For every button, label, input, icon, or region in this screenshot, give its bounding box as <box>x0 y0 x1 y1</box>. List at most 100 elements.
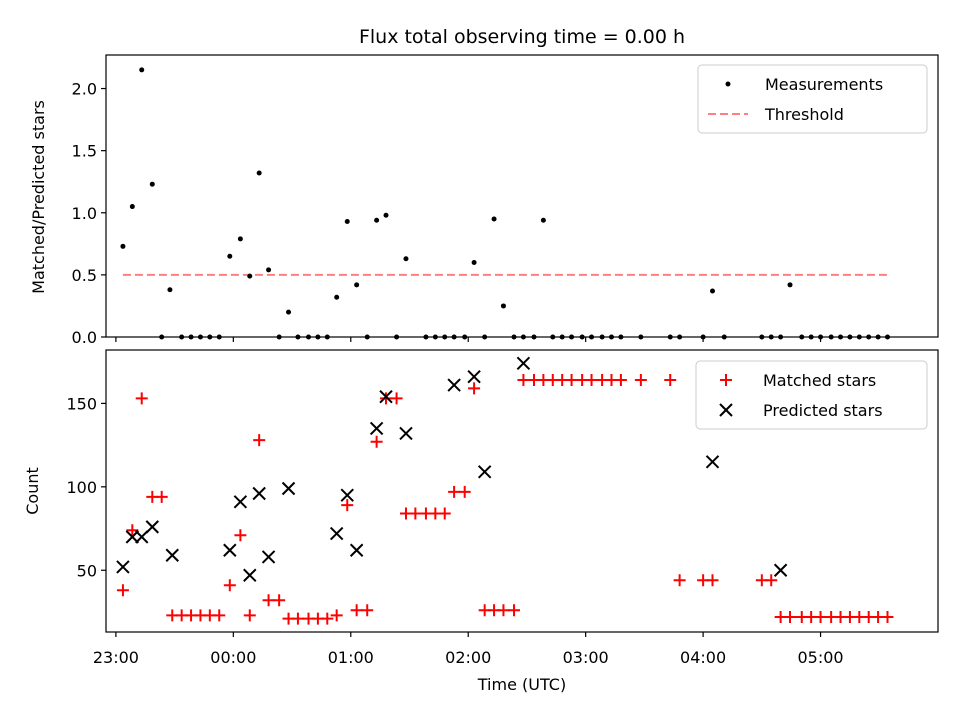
measurements-point <box>256 170 262 176</box>
y-tick-label: 50 <box>77 561 97 580</box>
y-tick-label: 0.0 <box>72 328 97 347</box>
matched-stars-point <box>438 507 451 520</box>
matched-stars-point <box>126 524 139 537</box>
legend-matched-label: Matched stars <box>763 371 876 390</box>
x-tick-label: 00:00 <box>210 648 256 667</box>
bottom-panel-frame <box>105 349 939 633</box>
measurements-point <box>403 256 409 262</box>
legend-measurements-marker <box>725 81 731 87</box>
matched-stars-point <box>585 374 598 387</box>
matched-stars-point <box>881 610 894 623</box>
matched-stars-point <box>350 604 363 617</box>
measurements-point <box>286 309 292 315</box>
matched-stars-point <box>273 594 286 607</box>
predicted-stars-point <box>477 465 492 479</box>
x-tick-label: 02:00 <box>445 648 491 667</box>
bottom-panel-y-ticks: 50 100 150 <box>66 394 106 580</box>
x-tick-label: 03:00 <box>563 648 609 667</box>
matched-stars-point <box>565 374 578 387</box>
predicted-stars-point <box>516 356 531 371</box>
matched-stars-point <box>664 374 677 387</box>
measurements-point <box>334 294 340 300</box>
matched-stars-point <box>765 574 778 587</box>
measurements-point <box>471 259 477 265</box>
chart-title: Flux total observing time = 0.00 h <box>359 26 685 48</box>
matched-stars-point <box>330 609 343 622</box>
matched-stars-point <box>291 612 304 625</box>
predicted-stars-point <box>399 426 413 441</box>
top-panel-frame <box>105 54 939 338</box>
legend-threshold-label: Threshold <box>764 105 844 124</box>
measurements-point <box>491 216 497 222</box>
top-panel-legend: Measurements Threshold <box>697 64 928 134</box>
bottom-panel-legend: Matched stars Predicted stars <box>695 360 928 430</box>
predicted-stars-point <box>773 563 788 577</box>
y-tick-label: 100 <box>66 478 97 497</box>
measurements-point <box>354 282 360 288</box>
measurements-point <box>167 287 173 293</box>
legend-predicted-label: Predicted stars <box>763 401 883 420</box>
measurements-point <box>129 204 135 210</box>
measurements-point <box>266 267 272 273</box>
matched-stars-point <box>468 382 481 395</box>
bottom-panel-marks <box>116 356 894 625</box>
predicted-stars-point <box>467 369 481 384</box>
predicted-stars-point <box>340 488 354 502</box>
predicted-stars-point <box>116 560 130 574</box>
predicted-stars-point <box>135 530 149 544</box>
y-tick-label: 150 <box>66 394 97 413</box>
measurements-point <box>227 253 233 259</box>
predicted-stars-point <box>329 526 344 541</box>
measurements-point <box>540 217 546 223</box>
bottom-panel-x-ticks: 23:00 00:00 01:00 02:00 03:00 04:00 05:00 <box>93 632 844 667</box>
matched-stars-point <box>784 610 797 623</box>
matched-stars-point <box>814 610 827 623</box>
matched-stars-point <box>706 574 719 587</box>
measurements-point <box>383 212 389 218</box>
matched-stars-point <box>390 392 403 405</box>
x-axis-label: Time (UTC) <box>477 675 566 694</box>
legend-predicted-marker <box>719 403 733 417</box>
bottom-legend-box <box>695 360 928 430</box>
top-panel-y-ticks: 0.0 0.5 1.0 1.5 2.0 <box>72 80 106 347</box>
matched-stars-point <box>243 609 256 622</box>
measurements-point <box>787 282 793 288</box>
measurements-point <box>139 67 145 73</box>
measurements-point <box>500 303 506 309</box>
predicted-stars-point <box>233 495 248 509</box>
matched-stars-point <box>458 485 471 498</box>
predicted-stars-point <box>447 378 461 392</box>
predicted-stars-point <box>369 421 384 436</box>
matched-stars-point <box>321 612 334 625</box>
x-tick-label: 01:00 <box>328 648 374 667</box>
matched-stars-point <box>614 374 627 387</box>
x-tick-label: 04:00 <box>680 648 726 667</box>
predicted-stars-point <box>223 543 237 557</box>
y-tick-label: 0.5 <box>72 266 97 285</box>
x-tick-label: 05:00 <box>798 648 844 667</box>
measurements-point <box>710 288 716 294</box>
matched-stars-point <box>517 374 530 387</box>
matched-stars-point <box>262 594 275 607</box>
top-panel: 0.00.51.01.52.0 Matched/Predicted stars … <box>29 54 939 347</box>
matched-stars-point <box>223 579 236 592</box>
predicted-stars-point <box>281 481 296 496</box>
measurements-point <box>120 243 126 249</box>
matched-stars-point <box>234 529 247 542</box>
matched-stars-point <box>508 604 521 617</box>
predicted-stars-point <box>261 550 276 564</box>
measurements-point <box>247 273 253 279</box>
predicted-stars-point <box>349 543 364 557</box>
matched-stars-point <box>673 574 686 587</box>
matched-stars-point <box>253 434 266 447</box>
matched-stars-point <box>634 374 647 387</box>
matched-stars-point <box>361 604 374 617</box>
top-legend-box <box>697 64 928 134</box>
top-panel-y-label: Matched/Predicted stars <box>29 100 48 294</box>
matched-stars-point <box>135 392 148 405</box>
predicted-stars-point <box>252 486 266 501</box>
predicted-stars-point <box>145 520 160 534</box>
y-tick-label: 1.0 <box>72 204 97 223</box>
measurements-point <box>344 218 350 224</box>
